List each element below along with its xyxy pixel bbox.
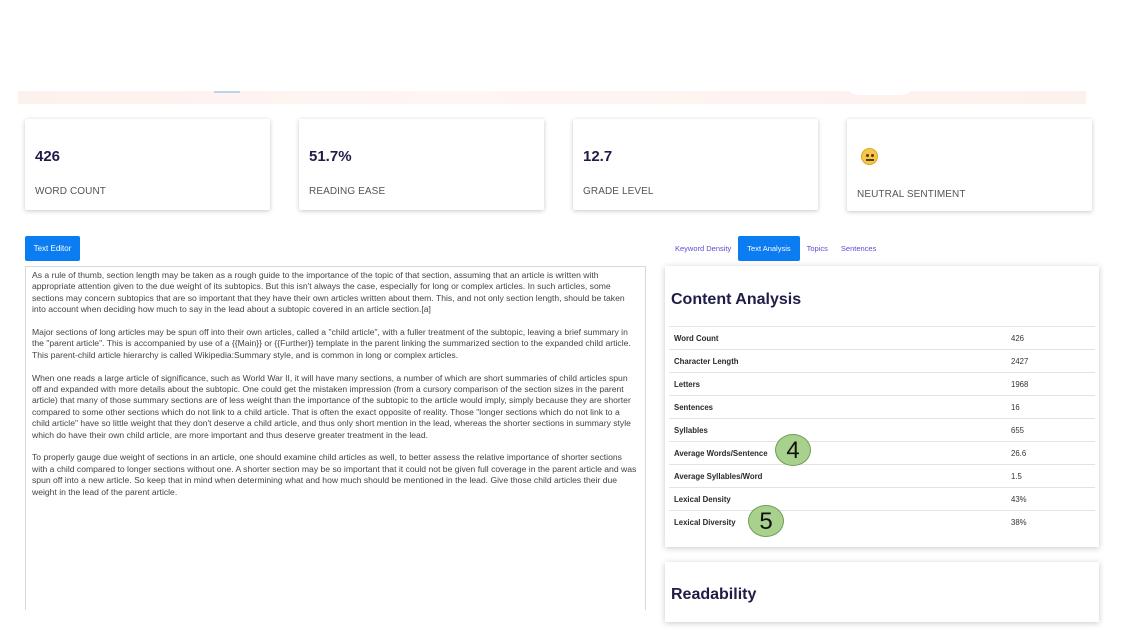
banner-accent	[214, 91, 240, 93]
text-editor-button[interactable]: Text Editor	[25, 236, 80, 261]
editor-paragraph: As a rule of thumb, section length may b…	[32, 270, 625, 315]
row-key: Lexical Density	[674, 494, 731, 504]
row-key: Average Words/Sentence	[674, 448, 768, 458]
panel-title: Readability	[671, 586, 757, 603]
panel-title: Content Analysis	[671, 291, 802, 308]
stat-label: GRADE LEVEL	[583, 186, 654, 197]
row-value: 1.5	[1011, 471, 1022, 481]
content-analysis-table: Word Count 426 Character Length 2427 Lette…	[669, 326, 1095, 534]
analysis-tabs: Keyword Density Text Analysis Topics Sen…	[669, 236, 883, 261]
annotation-marker: 5	[748, 505, 784, 537]
row-key: Sentences	[674, 402, 714, 412]
banner-pill	[848, 85, 912, 95]
row-key: Character Length	[674, 356, 739, 366]
table-row: Average Words/Sentence 26.6	[669, 441, 1095, 465]
table-row: Letters 1968	[669, 372, 1095, 396]
row-value: 16	[1011, 402, 1020, 412]
table-row: Lexical Density 43%	[669, 487, 1095, 511]
tab-keyword-density[interactable]: Keyword Density	[675, 244, 732, 253]
text-editor-area[interactable]: As a rule of thumb, section length may b…	[25, 266, 646, 610]
tab-topics[interactable]: Topics	[806, 244, 828, 253]
row-key: Lexical Diversity	[674, 517, 736, 527]
table-row: Word Count 426	[669, 326, 1095, 350]
readability-panel: Readability	[665, 562, 1099, 622]
stat-label: READING EASE	[309, 186, 386, 197]
stat-card-word-count: 426 WORD COUNT	[25, 119, 270, 210]
stat-label: NEUTRAL SENTIMENT	[857, 189, 966, 200]
row-key: Letters	[674, 379, 700, 389]
row-value: 655	[1011, 425, 1025, 435]
row-value: 426	[1011, 333, 1025, 343]
row-value: 1968	[1011, 379, 1029, 389]
tab-text-analysis[interactable]: Text Analysis	[738, 236, 800, 261]
row-value: 38%	[1011, 517, 1027, 527]
stat-value: 12.7	[583, 148, 613, 165]
table-row: Average Syllables/Word 1.5	[669, 464, 1095, 488]
stat-value: 426	[35, 148, 61, 165]
row-key: Average Syllables/Word	[674, 471, 763, 481]
content-analysis-panel: Content Analysis Word Count 426 Character…	[665, 266, 1099, 547]
row-value: 2427	[1011, 356, 1029, 366]
stat-value: 51.7%	[309, 148, 352, 165]
table-row: Sentences 16	[669, 395, 1095, 419]
row-value: 43%	[1011, 494, 1027, 504]
editor-paragraph: Major sections of long articles may be s…	[32, 327, 631, 360]
editor-paragraph: When one reads a large article of signif…	[32, 372, 631, 440]
annotation-marker: 4	[775, 434, 811, 466]
stat-card-grade-level: 12.7 GRADE LEVEL	[573, 119, 818, 210]
row-value: 26.6	[1011, 448, 1027, 458]
row-key: Syllables	[674, 425, 708, 435]
stat-card-reading-ease: 51.7% READING EASE	[299, 119, 544, 210]
tab-sentences[interactable]: Sentences	[840, 244, 877, 253]
row-key: Word Count	[674, 333, 719, 343]
table-row: Character Length 2427	[669, 349, 1095, 373]
editor-paragraph: To properly gauge due weight of sections…	[32, 452, 637, 497]
stat-label: WORD COUNT	[35, 186, 106, 197]
stat-card-sentiment: NEUTRAL SENTIMENT	[847, 119, 1092, 211]
table-row: Lexical Diversity 38%	[669, 510, 1095, 534]
header-banner-strip	[18, 85, 1086, 104]
neutral-face-icon	[861, 148, 878, 165]
table-row: Syllables 655	[669, 418, 1095, 442]
